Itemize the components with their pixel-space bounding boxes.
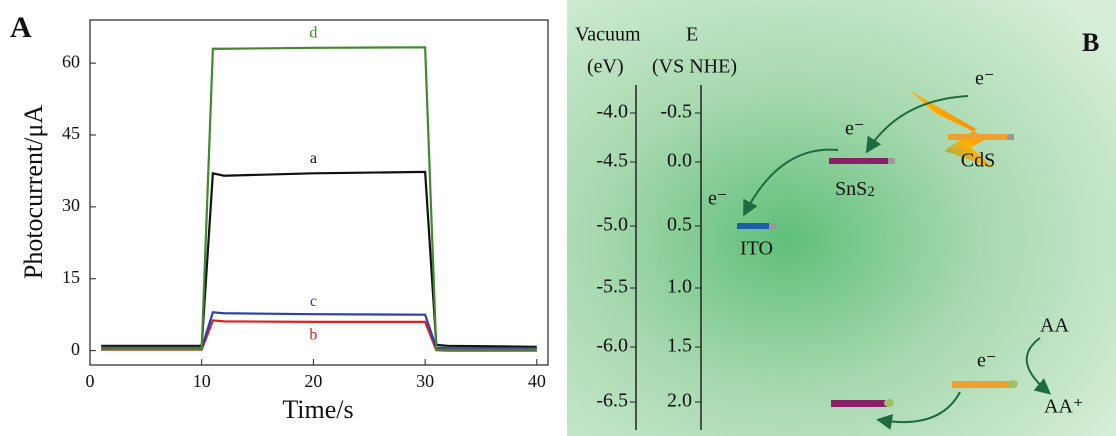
arrow [865,95,969,154]
energy-level [829,158,888,164]
y-tick-label: 60 [62,51,80,71]
species-label: AA⁺ [1044,396,1083,418]
panel-label: A [10,11,32,44]
axis-tick-label: -5.0 [596,214,628,236]
material-label: SnS [835,178,867,200]
x-tick-label: 10 [193,371,211,391]
energy-level [884,399,894,407]
series-label: b [309,327,317,344]
electron-label: e⁻ [708,188,727,210]
energy-level [952,381,1012,388]
axis-tick-label: 0.0 [667,150,692,172]
y-tick-label: 15 [62,267,80,287]
panel-a: A Time/s Photocurrent/μA 0 10 20 30 40 0 15 30 4… [10,11,549,424]
axis-tick-label: 0.5 [667,214,692,236]
subscript: 2 [867,184,875,200]
axis-tick-label: -6.0 [596,335,628,357]
axis-tick-label: 1.5 [667,335,692,357]
diagram-background [567,0,1116,436]
x-tick-label: 40 [528,371,546,391]
panel-label: B [1082,28,1099,57]
arrow [743,148,839,217]
axis-tick-label: -6.5 [596,390,628,412]
x-tick-label: 30 [416,371,434,391]
axis-tick-label: -4.0 [596,101,628,123]
series-label: a [310,150,317,167]
axis-tick-label: -0.5 [660,101,692,123]
axis-title: (eV) [587,56,624,78]
energy-level [769,223,776,229]
arrow [876,391,961,430]
axis-tick-label: -5.5 [596,276,628,298]
energy-level [737,223,769,229]
series-line [101,311,537,350]
electron-label: e⁻ [845,118,864,140]
energy-level [831,400,887,407]
axis-title: (VS NHE) [652,56,737,78]
y-tick-label: 0 [71,339,80,359]
x-axis-label: Time/s [282,395,353,424]
x-tick-label: 20 [304,371,322,391]
axis-tick-label: 1.0 [667,276,692,298]
species-label: AA [1040,315,1069,337]
electron-label: e⁻ [977,350,996,372]
y-axis-label: Photocurrent/μA [19,105,48,279]
material-label: ITO [740,238,773,260]
y-tick-label: 30 [62,195,80,215]
energy-level [888,158,895,164]
energy-level [1008,380,1018,388]
energy-level [948,134,1007,140]
axis-tick-label: 2.0 [667,390,692,412]
series-line [101,46,537,351]
series-line [101,170,537,348]
plot-frame [89,19,549,366]
energy-level [1007,134,1014,140]
x-tick-label: 0 [86,371,95,391]
y-tick-label: 45 [62,123,80,143]
panel-b: B Vacuum (eV) E (VS NHE) CdS SnS2 ITO e⁻… [567,0,1116,436]
axis-title: E [686,24,698,46]
arrow [1025,337,1052,395]
material-label: SnS2 [835,178,875,201]
electron-label: e⁻ [975,68,994,90]
series-label: c [310,293,317,310]
axis-tick-label: -4.5 [596,150,628,172]
light-icon [909,90,995,169]
material-label: CdS [961,150,995,172]
series-label: d [309,24,317,41]
axis-title: Vacuum [575,24,641,46]
